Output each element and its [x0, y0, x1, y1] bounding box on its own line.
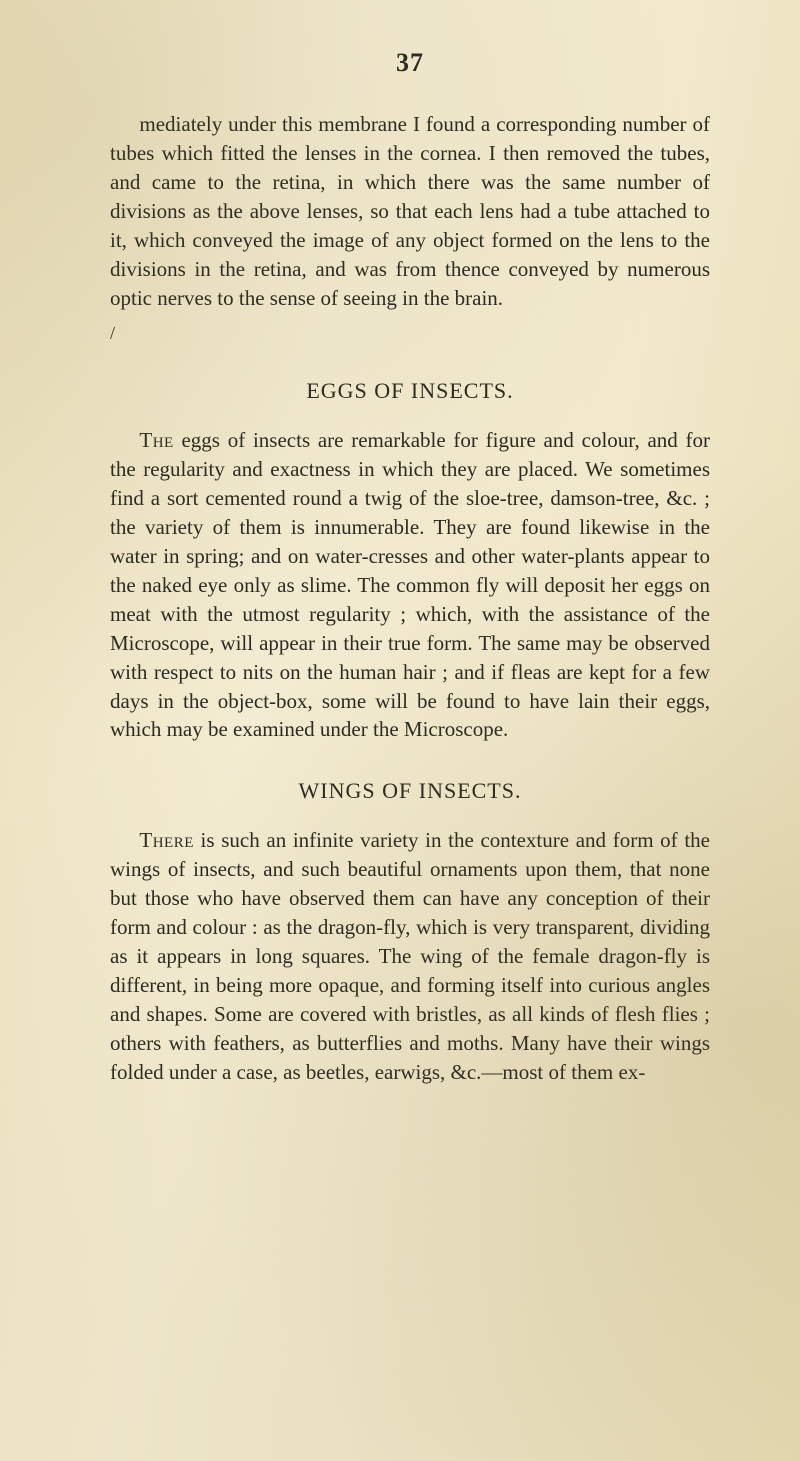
paragraph-eggs-body: eggs of insects are remarkable for figur…	[110, 428, 710, 742]
heading-eggs-of-insects: EGGS OF INSECTS.	[110, 378, 710, 404]
paragraph-1: mediately under this membrane I found a …	[110, 110, 710, 313]
paragraph-wings: There is such an infinite variety in the…	[110, 826, 710, 1087]
lead-word-the: The	[139, 428, 173, 452]
heading-wings-of-insects: WINGS OF INSECTS.	[110, 778, 710, 804]
book-page: 37 mediately under this membrane I found…	[0, 0, 800, 1461]
paragraph-wings-body: is such an infinite variety in the conte…	[110, 828, 710, 1084]
stray-slash-mark: /	[110, 323, 710, 344]
page-number: 37	[110, 48, 710, 78]
lead-word-there: There	[139, 828, 194, 852]
paragraph-eggs: The eggs of insects are remarkable for f…	[110, 426, 710, 745]
